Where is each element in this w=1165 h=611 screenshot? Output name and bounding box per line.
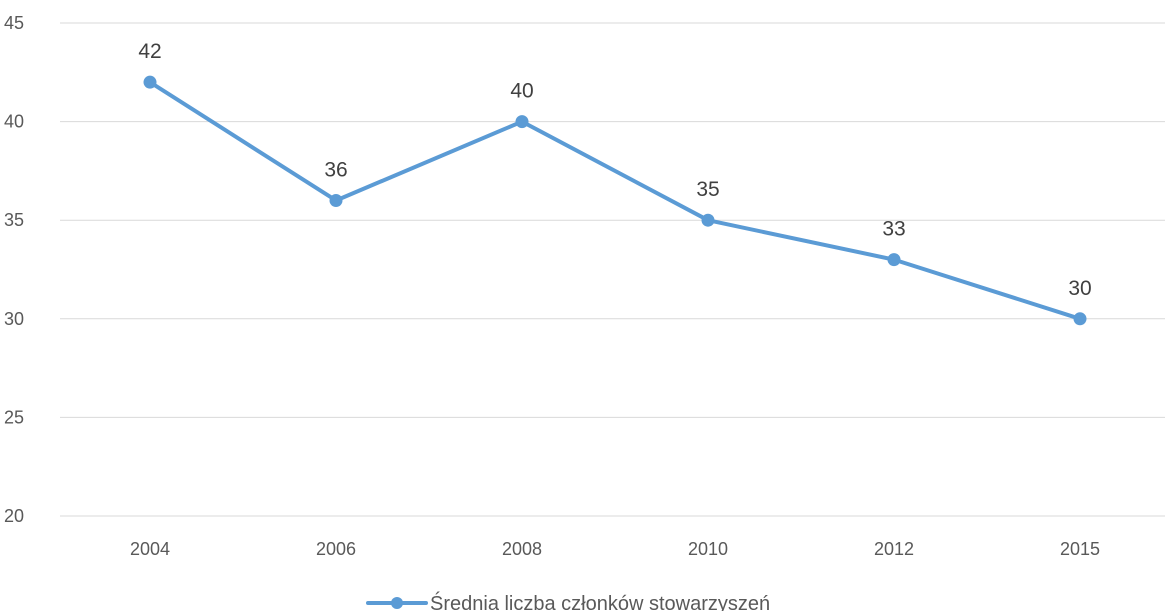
data-labels: 42 36 40 35 33 30 [138,40,1091,300]
data-point [515,115,529,129]
y-axis-ticks: 20 25 30 35 40 45 [4,13,24,526]
y-tick-label: 20 [4,506,24,526]
data-label: 40 [510,80,533,103]
x-tick-label: 2012 [874,539,914,559]
x-tick-label: 2004 [130,539,170,559]
data-label: 36 [324,158,347,181]
series [143,75,1087,326]
x-tick-label: 2015 [1060,539,1100,559]
y-tick-label: 35 [4,210,24,230]
legend: Średnia liczba członków stowarzyszeń [366,591,770,611]
y-tick-label: 30 [4,309,24,329]
legend-series-label: Średnia liczba członków stowarzyszeń [430,591,770,611]
data-label: 33 [882,218,905,241]
data-label: 42 [138,40,161,63]
data-point [1073,312,1087,326]
y-tick-label: 45 [4,13,24,33]
series-line [148,80,1082,321]
x-tick-label: 2008 [502,539,542,559]
data-point [143,75,157,89]
data-label: 35 [696,178,719,201]
y-tick-label: 25 [4,407,24,427]
data-label: 30 [1068,277,1091,300]
data-point [887,253,901,267]
legend-series-marker [391,597,403,609]
x-tick-label: 2006 [316,539,356,559]
x-tick-label: 2010 [688,539,728,559]
data-point [329,193,343,207]
y-tick-label: 40 [4,112,24,132]
x-axis-ticks: 2004 2006 2008 2010 2012 2015 [130,539,1100,559]
gridlines [60,22,1165,517]
data-point [701,213,715,227]
